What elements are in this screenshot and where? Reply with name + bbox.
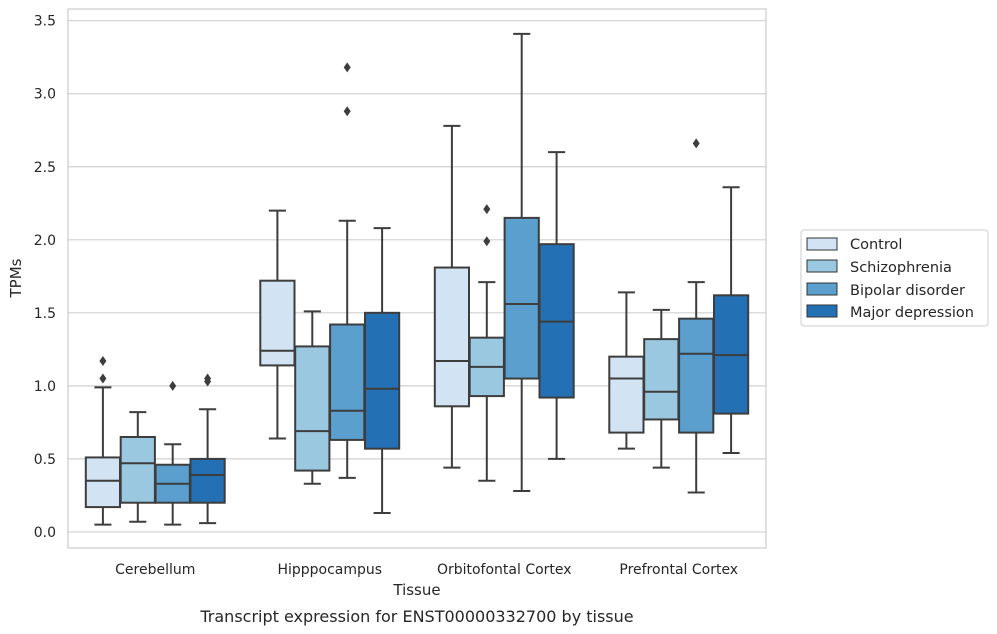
box-schizophrenia-prefrontal-cortex: [643, 308, 680, 469]
legend-swatch-control: [806, 237, 838, 251]
outlier-point: [204, 373, 212, 384]
box-iqr: [294, 345, 331, 472]
legend-item-schizophrenia: Schizophrenia: [806, 259, 952, 276]
box-major-depression-orbitofontal-cortex: [538, 151, 575, 460]
legend-swatch-bipolar-disorder: [806, 282, 838, 296]
legend-label-major-depression: Major depression: [850, 305, 974, 321]
outlier-point: [343, 106, 351, 117]
x-tick-label-prefrontal-cortex: Prefrontal Cortex: [619, 562, 738, 578]
y-tick-label: 0.5: [34, 452, 56, 468]
outlier-point: [483, 204, 491, 215]
box-iqr: [363, 311, 401, 450]
box-bipolar-disorder-cerebellum: [154, 380, 191, 526]
box-bipolar-disorder-orbitofontal-cortex: [503, 32, 540, 493]
chart-caption: Transcript expression for ENST0000033270…: [199, 607, 633, 626]
legend-item-control: Control: [806, 237, 902, 253]
box-iqr: [433, 266, 471, 408]
box-control-prefrontal-cortex: [608, 291, 645, 450]
legend-frame: [800, 229, 989, 327]
box-iqr: [189, 457, 226, 504]
y-tick-label: 2.0: [34, 233, 56, 249]
outlier-point: [483, 236, 491, 247]
legend: Control Schizophrenia Bipolar disorder M…: [800, 229, 989, 327]
box-control-cerebellum: [84, 356, 122, 526]
y-tick-label: 2.5: [34, 160, 56, 176]
y-tick-labels: 0.0 0.5 1.0 1.5 2.0 2.5 3.0 3.5: [34, 14, 56, 541]
y-tick-label: 1.5: [34, 306, 56, 322]
box-major-depression-hipppocampus: [363, 227, 401, 514]
box-major-depression-cerebellum: [189, 373, 226, 525]
box-schizophrenia-orbitofontal-cortex: [468, 204, 505, 482]
box-schizophrenia-hipppocampus: [294, 310, 331, 485]
box-control-orbitofontal-cortex: [433, 124, 471, 469]
box-iqr: [119, 435, 156, 504]
outlier-point: [343, 62, 351, 73]
box-control-hipppocampus: [259, 209, 296, 440]
box-iqr: [259, 279, 296, 367]
legend-item-major-depression: Major depression: [806, 304, 974, 321]
outlier-point: [169, 380, 177, 391]
box-bipolar-disorder-prefrontal-cortex: [678, 138, 715, 494]
y-tick-label: 3.0: [34, 87, 56, 103]
x-axis-title: Tissue: [392, 581, 440, 599]
grid-lines: [68, 20, 766, 533]
legend-item-bipolar-disorder: Bipolar disorder: [806, 282, 965, 299]
y-tick-label: 3.5: [34, 14, 56, 30]
x-tick-label-cerebellum: Cerebellum: [115, 562, 195, 578]
legend-label-control: Control: [850, 237, 902, 253]
box-bipolar-disorder-hipppocampus: [329, 62, 366, 479]
y-axis-title: TPMs: [7, 258, 25, 298]
box-iqr: [608, 355, 645, 434]
outlier-point: [99, 373, 107, 384]
box-iqr: [503, 216, 540, 380]
box-layer: [84, 32, 750, 526]
x-tick-labels: Cerebellum Hipppocampus Orbitofontal Corte…: [115, 562, 738, 578]
box-schizophrenia-cerebellum: [119, 411, 156, 523]
box-iqr: [84, 456, 122, 509]
box-iqr: [643, 338, 680, 421]
outlier-point: [99, 356, 107, 367]
plot-frame: [67, 8, 767, 549]
x-tick-label-orbitofontal-cortex: Orbitofontal Cortex: [437, 562, 572, 578]
box-iqr: [678, 317, 715, 434]
box-major-depression-prefrontal-cortex: [712, 186, 750, 455]
y-tick-label: 0.0: [34, 525, 56, 541]
legend-swatch-schizophrenia: [806, 259, 838, 273]
outlier-point: [692, 138, 700, 149]
y-tick-label: 1.0: [34, 379, 56, 395]
legend-label-bipolar-disorder: Bipolar disorder: [850, 283, 965, 299]
box-iqr: [329, 323, 366, 441]
legend-swatch-major-depression: [806, 304, 838, 318]
legend-label-schizophrenia: Schizophrenia: [850, 260, 952, 276]
x-tick-label-hipppocampus: Hipppocampus: [277, 562, 382, 578]
